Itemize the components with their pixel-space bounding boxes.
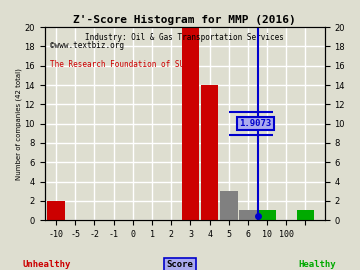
Text: The Research Foundation of SUNY: The Research Foundation of SUNY	[50, 60, 194, 69]
Text: 1.9073: 1.9073	[239, 119, 272, 128]
Text: Score: Score	[167, 260, 193, 269]
Y-axis label: Number of companies (42 total): Number of companies (42 total)	[15, 68, 22, 180]
Bar	[47, 201, 65, 220]
Bar	[201, 85, 219, 220]
Text: Healthy: Healthy	[298, 260, 336, 269]
Title: Z'-Score Histogram for MMP (2016): Z'-Score Histogram for MMP (2016)	[73, 15, 296, 25]
Text: Unhealthy: Unhealthy	[23, 260, 71, 269]
Bar	[239, 210, 257, 220]
Bar	[220, 191, 238, 220]
Bar	[258, 210, 276, 220]
Bar	[181, 27, 199, 220]
Bar	[297, 210, 314, 220]
Text: ©www.textbiz.org: ©www.textbiz.org	[50, 41, 124, 50]
Text: Industry: Oil & Gas Transportation Services: Industry: Oil & Gas Transportation Servi…	[85, 33, 284, 42]
